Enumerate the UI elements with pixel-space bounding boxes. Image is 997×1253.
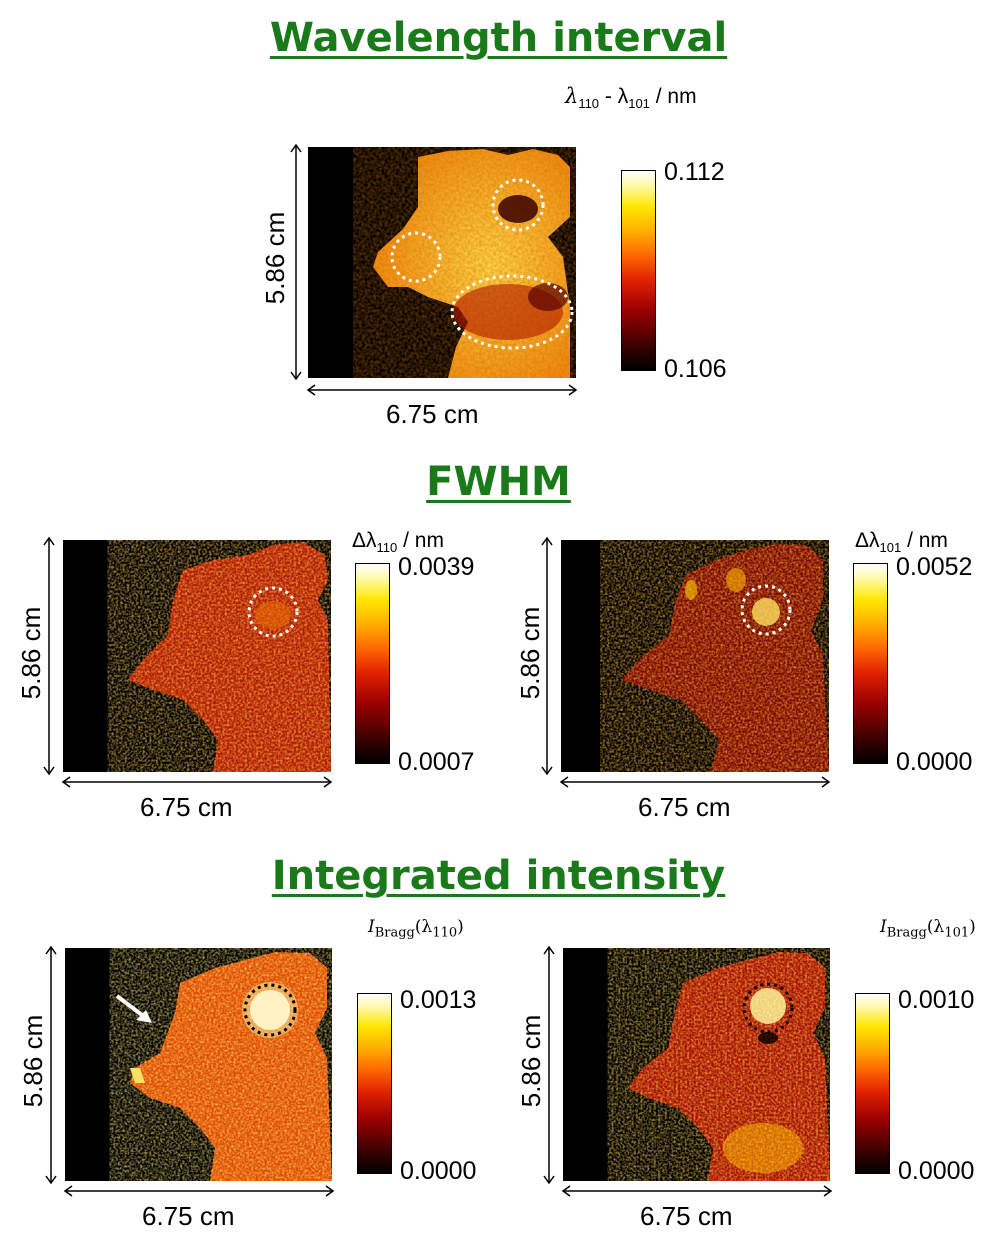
height-dimension-arrow: [43, 536, 55, 776]
section-title-intensity: Integrated intensity: [271, 853, 726, 899]
heatmap-fwhm-110: [63, 540, 331, 772]
colorbar: [621, 170, 656, 371]
width-dimension-arrow: [306, 384, 578, 396]
width-label: 6.75 cm: [140, 792, 233, 822]
height-label: 5.86 cm: [16, 606, 46, 700]
width-dimension-arrow: [559, 776, 831, 788]
heatmap-intensity-110: [65, 948, 332, 1181]
colorbar-min-label: 0.0000: [896, 748, 973, 776]
width-dimension-arrow: [63, 1185, 335, 1197]
colorbar-max-label: 0.0052: [896, 553, 973, 581]
colorbar-max-label: 0.112: [664, 158, 725, 186]
heatmap-fwhm-101: [561, 540, 829, 772]
colorbar-unit-label: IBragg(λ101): [880, 917, 976, 941]
height-label: 5.86 cm: [515, 606, 545, 700]
colorbar-min-label: 0.106: [664, 355, 727, 383]
height-dimension-arrow: [543, 945, 555, 1185]
section-title-fwhm: FWHM: [426, 459, 571, 505]
colorbar-max-label: 0.0013: [400, 986, 477, 1014]
arrow-pointer-icon: [115, 994, 152, 1023]
height-label: 5.86 cm: [516, 1014, 546, 1108]
width-dimension-arrow: [61, 776, 333, 788]
heatmap-intensity-101: [563, 948, 830, 1181]
colorbar-unit-label: Δλ101 / nm: [855, 529, 948, 556]
width-label: 6.75 cm: [640, 1201, 733, 1231]
height-dimension-arrow: [45, 945, 57, 1185]
width-dimension-arrow: [561, 1185, 833, 1197]
colorbar-unit-label: Δλ110 / nm: [352, 529, 444, 556]
width-label: 6.75 cm: [386, 399, 479, 429]
colorbar: [357, 993, 392, 1174]
width-label: 6.75 cm: [638, 792, 731, 822]
colorbar: [855, 993, 890, 1174]
height-label: 5.86 cm: [18, 1014, 48, 1108]
colorbar-min-label: 0.0000: [898, 1157, 975, 1185]
height-dimension-arrow: [541, 536, 553, 776]
heatmap-wavelength-interval: [308, 147, 576, 378]
colorbar-min-label: 0.0007: [398, 748, 475, 776]
colorbar-max-label: 0.0010: [898, 986, 975, 1014]
width-label: 6.75 cm: [142, 1201, 235, 1231]
colorbar-unit-label: λ110 - λ101 / nm: [565, 84, 697, 112]
height-dimension-arrow: [290, 143, 302, 381]
colorbar: [853, 563, 888, 764]
colorbar-min-label: 0.0000: [400, 1157, 477, 1185]
colorbar-max-label: 0.0039: [398, 553, 475, 581]
colorbar: [355, 563, 390, 764]
height-label: 5.86 cm: [260, 211, 290, 305]
colorbar-unit-label: IBragg(λ110): [368, 917, 464, 941]
section-title-wavelength: Wavelength interval: [269, 15, 728, 61]
